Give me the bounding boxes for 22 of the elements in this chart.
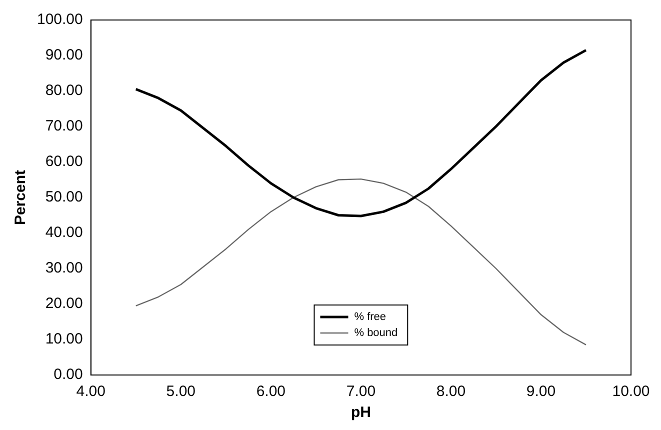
x-tick-label: 4.00 [76,383,106,400]
x-tick-label: 6.00 [256,383,286,400]
x-tick-label: 9.00 [526,383,556,400]
y-tick-label: 20.00 [45,295,83,312]
y-tick-label: 80.00 [45,82,83,100]
y-tick-label: 100.00 [36,11,83,28]
y-tick-label: 50.00 [45,188,83,206]
y-tick-label: 90.00 [45,46,83,64]
y-tick-label: 60.00 [45,153,83,170]
y-tick-label: 40.00 [45,224,83,242]
x-tick-label: 7.00 [346,383,376,400]
y-tick-label: 10.00 [45,330,83,348]
legend-label: % free [354,311,386,324]
y-axis-title: Percent [12,170,30,226]
x-tick-label: 5.00 [166,383,196,400]
x-tick-label: 10.00 [612,383,650,400]
x-axis-title: pH [350,404,371,422]
y-tick-label: 0.00 [54,366,83,384]
y-tick-label: 70.00 [45,118,83,135]
x-tick-label: 8.00 [436,383,466,400]
y-tick-label: 30.00 [45,260,83,277]
legend-label: % bound [354,327,398,340]
